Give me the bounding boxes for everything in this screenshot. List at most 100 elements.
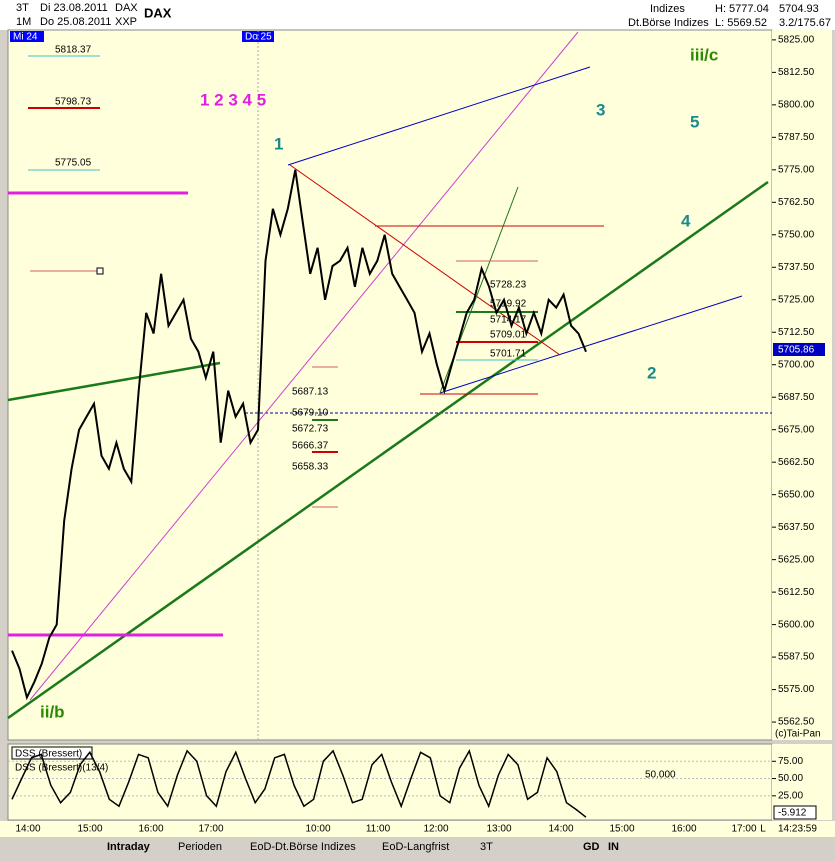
time-axis-bg [0, 821, 835, 837]
level-label: 5701.71 [490, 349, 527, 360]
y-tick-label: 5787.50 [778, 132, 815, 143]
feed: XXP [115, 16, 137, 28]
y-tick-label: 5800.00 [778, 99, 815, 110]
tool-button[interactable]: IN [608, 841, 619, 853]
y-tick-label: 5725.00 [778, 294, 815, 305]
x-tick-label: 17:00 [198, 824, 223, 835]
wave-label: iii/c [690, 45, 718, 64]
tool-button[interactable]: 3T [480, 841, 493, 853]
level-label: 5798.73 [55, 97, 92, 108]
status-time: 14:23:59 [778, 824, 817, 835]
exchange: DAX [115, 2, 138, 14]
dss-current: -5.912 [778, 808, 807, 819]
y-tick-label: 25.00 [778, 790, 803, 801]
wave-label: 5 [690, 112, 699, 131]
current-price: 5705.86 [778, 345, 815, 356]
level-label: 5709.01 [490, 330, 527, 341]
x-tick-label: 16:00 [671, 824, 696, 835]
x-tick-label: 15:00 [77, 824, 102, 835]
change: 3.2/175.67 [779, 17, 831, 29]
day-tag-bg [242, 31, 274, 42]
y-tick-label: 5762.50 [778, 197, 815, 208]
x-tick-label: 14:00 [548, 824, 573, 835]
time-axis: 14:00 15:00 16:00 17:00 10:00 11:00 12:00 13:00… [15, 824, 766, 835]
level-label: 5728.23 [490, 280, 527, 291]
y-tick-label: 5575.00 [778, 684, 815, 695]
price-line [11, 169, 587, 701]
dss-line [11, 748, 587, 818]
y-tick-label: 5637.50 [778, 522, 815, 533]
y-tick-label: 5612.50 [778, 587, 815, 598]
group: Indizes [650, 3, 685, 15]
y-tick-label: 5662.50 [778, 457, 815, 468]
dss-title: DSS (Bressert) [15, 749, 82, 760]
level-label: 5679.10 [292, 408, 329, 419]
y-tick-label: 5650.00 [778, 489, 815, 500]
tab[interactable]: EoD-Langfrist [382, 841, 449, 853]
wave-label: 3 [596, 100, 605, 119]
y-tick-label: 5675.00 [778, 424, 815, 435]
x-tick-label: 11:00 [366, 824, 391, 835]
date-from: Di 23.08.2011 [40, 2, 108, 14]
axis-bg [772, 30, 832, 740]
day-tag: Do 25 [245, 32, 272, 43]
low: L: 5569.52 [715, 17, 767, 29]
level-label: 5666.37 [292, 441, 329, 452]
dss-current-bg [773, 805, 817, 820]
x-tick-label: 12:00 [423, 824, 448, 835]
level-label: 5658.33 [292, 462, 329, 473]
wave-label: 1 2 3 4 5 [200, 90, 266, 109]
y-tick-label: 5737.50 [778, 262, 815, 273]
x-tick-label: 13:00 [486, 824, 511, 835]
market: Dt.Börse Indizes [628, 17, 709, 29]
high: H: 5777.04 [715, 3, 769, 15]
tab[interactable]: EoD-Dt.Börse Indizes [250, 841, 356, 853]
wave-labels: 1 2 3 4 5 1 3 5 iii/c 4 2 ii/b [40, 45, 718, 721]
tab[interactable]: Perioden [178, 841, 222, 853]
level-label: 5672.73 [292, 424, 329, 435]
symbol: DAX [144, 5, 172, 20]
range: 1M [16, 16, 31, 28]
y-tick-label: 5712.50 [778, 327, 815, 338]
y-tick-label: 5600.00 [778, 619, 815, 630]
copyright: (c)Tai-Pan [775, 729, 821, 740]
header-bg [0, 0, 835, 30]
current-price-bg [773, 343, 825, 356]
dss-bg [7, 743, 773, 821]
y-tick-label: 5687.50 [778, 392, 815, 403]
y-tick-label: 5750.00 [778, 229, 815, 240]
dss-subtitle: DSS (Bressert)(13/4) [15, 763, 108, 774]
level-label: 5719.92 [490, 299, 527, 310]
plot-bg [7, 29, 773, 741]
x-tick-label: 15:00 [609, 824, 634, 835]
dss-level: 50.000 [645, 770, 676, 781]
day-tag: Mi 24 [13, 32, 38, 43]
x-tick-label: 17:00 [731, 824, 756, 835]
x-tick-label: 14:00 [15, 824, 40, 835]
y-tick-label: 5700.00 [778, 359, 815, 370]
y-tick-label: 5775.00 [778, 164, 815, 175]
x-tick-label: 10:00 [305, 824, 330, 835]
x-tick-label: 16:00 [138, 824, 163, 835]
wave-label: ii/b [40, 702, 65, 721]
interval: 3T [16, 2, 29, 14]
y-tick-label: 50.00 [778, 773, 803, 784]
date-to: Do 25.08.2011 [40, 16, 111, 28]
wave-label: 1 [274, 134, 283, 153]
y-tick-label: 5812.50 [778, 67, 815, 78]
level-label: 5775.05 [55, 158, 92, 169]
y-tick-label: 5587.50 [778, 652, 815, 663]
y-tick-label: 5625.00 [778, 554, 815, 565]
wave-label: 2 [647, 363, 656, 382]
tab-bar [0, 838, 835, 861]
tool-button[interactable]: GD [583, 841, 600, 853]
tab[interactable]: Intraday [107, 841, 151, 853]
x-tick-label: L [760, 824, 766, 835]
dss-box [11, 746, 93, 760]
y-tick-label: 5825.00 [778, 35, 815, 46]
y-tick-label: 5562.50 [778, 717, 815, 728]
last: 5704.93 [779, 3, 819, 15]
wave-label: 4 [681, 211, 691, 230]
